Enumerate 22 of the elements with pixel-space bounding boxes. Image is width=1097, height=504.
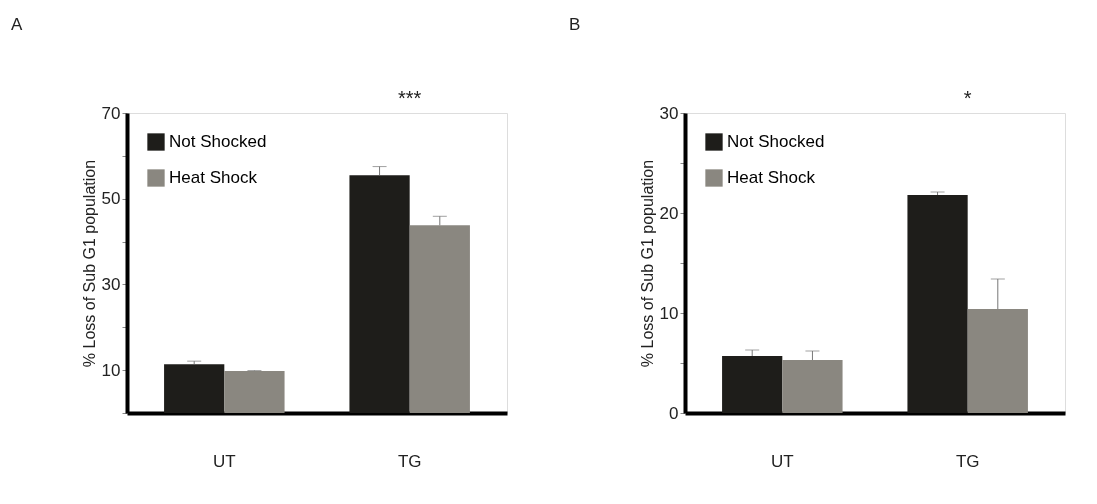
y-tick-label: 50 xyxy=(101,189,121,209)
y-tick-label: 70 xyxy=(101,103,121,123)
legend-label: Not Shocked xyxy=(727,132,825,151)
legend-label: Heat Shock xyxy=(727,168,816,187)
x-tick-label: TG xyxy=(397,451,422,471)
y-tick-label: 0 xyxy=(669,403,679,423)
legend-label: Heat Shock xyxy=(169,168,258,187)
text: *** xyxy=(398,87,422,109)
y-axis-title: % Loss of Sub G1 population xyxy=(638,159,656,368)
y-tick-label: 10 xyxy=(101,360,121,380)
chart-title: B xyxy=(569,15,581,34)
x-tick-label: UT xyxy=(212,451,236,471)
y-tick-label: 30 xyxy=(101,274,121,294)
y-tick-label: 20 xyxy=(659,203,679,223)
x-tick-label: UT xyxy=(770,451,794,471)
y-axis-title: % Loss of Sub G1 population xyxy=(80,159,98,368)
legend-label: Not Shocked xyxy=(169,132,267,151)
text: * xyxy=(963,87,972,109)
y-tick-label: 10 xyxy=(659,303,679,323)
chart-title: A xyxy=(11,15,24,34)
x-tick-label: TG xyxy=(955,451,980,471)
y-tick-label: 30 xyxy=(659,103,679,123)
